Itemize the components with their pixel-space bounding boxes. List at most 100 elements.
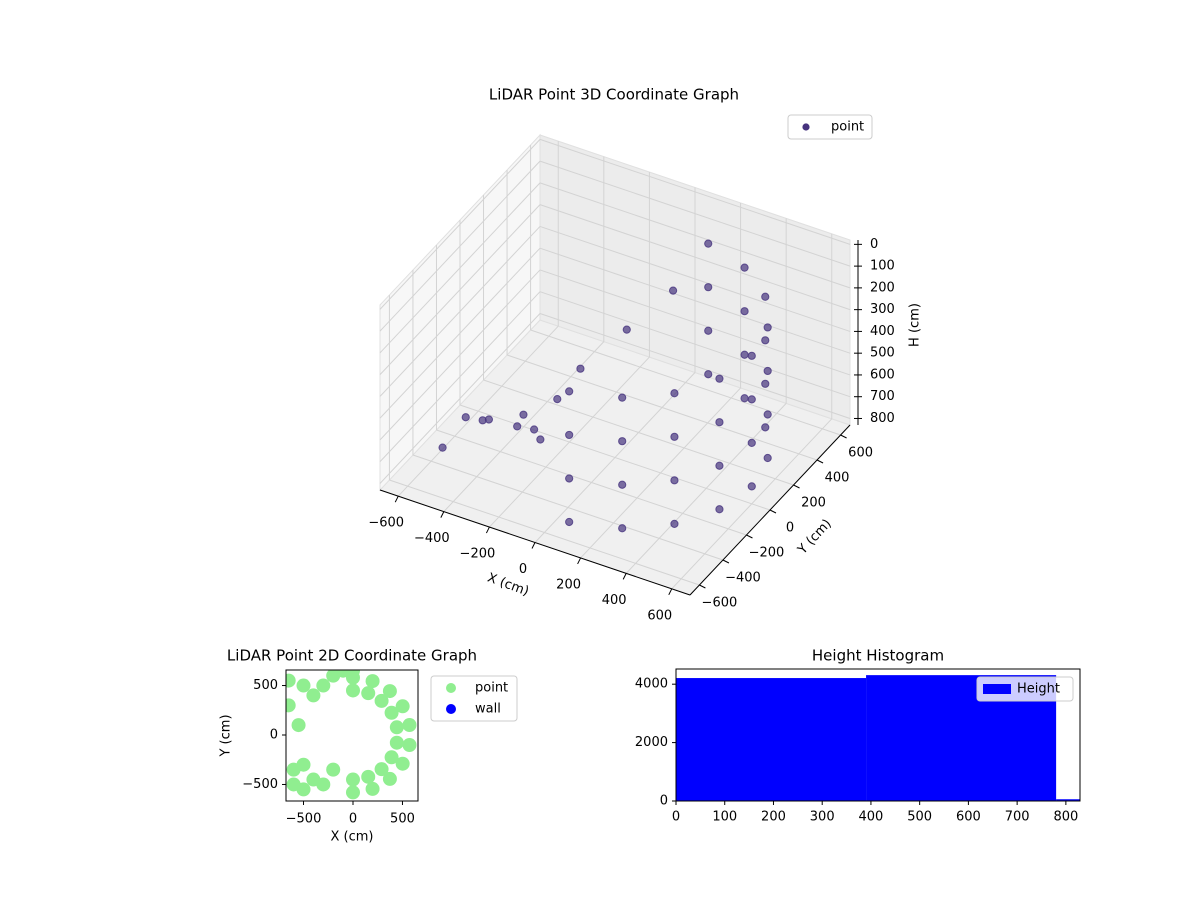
legend-label: point [475,681,508,696]
grid-line [539,160,851,267]
point [565,387,574,396]
x-tick-label: −600 [368,516,404,531]
point [402,718,417,733]
z-axis-label: H (cm) [908,303,923,347]
legend-marker [446,683,456,693]
point [704,326,713,335]
point [296,757,311,772]
grid-line [389,479,700,586]
point [565,474,574,483]
legend-marker [802,123,810,131]
legend-box [976,676,1074,702]
x-tick [440,511,445,518]
point [345,772,360,787]
y-tick-label: 0 [270,728,278,743]
z-tick-label: 500 [870,346,895,361]
x-tick-label: 0 [519,562,527,577]
point [763,453,772,463]
point [438,443,447,452]
point [565,517,574,527]
point [622,325,631,334]
bar [676,678,867,801]
grid-line [530,329,841,436]
z-tick-label: 0 [870,237,878,252]
point [316,678,331,693]
z-tick-label: 600 [870,367,895,382]
legend-marker [446,704,456,714]
point [345,670,360,678]
x-tick-label: 0 [672,810,680,825]
z-tick-label: 400 [870,324,895,339]
x-tick-label: 100 [712,810,737,825]
point [740,263,749,272]
y-tick-label: 0 [660,794,668,809]
plot-area [286,670,417,800]
chart-title: Height Histogram [812,647,944,665]
x-tick [577,557,582,565]
point [513,422,522,431]
point [715,461,724,470]
y-tick-label: −600 [702,596,738,611]
grid-line [459,404,771,511]
point [395,699,410,714]
point [747,351,756,360]
x-tick-label: 400 [602,593,627,608]
legend-box [787,114,873,140]
x-tick-label: 700 [1005,810,1030,825]
point [361,769,376,784]
y-tick [699,584,706,589]
axes-frame [675,668,1081,802]
y-tick [840,434,847,439]
point [345,785,360,800]
point [747,482,756,491]
point [618,393,627,402]
point [761,336,770,345]
point [530,425,539,434]
point [519,410,528,419]
point [345,683,360,698]
point [374,762,389,777]
point [763,410,772,419]
point [740,307,749,316]
z-tick-label: 300 [870,302,895,317]
point [402,737,417,752]
grid-line [506,354,818,461]
grid-line [379,204,541,375]
x-tick-label: 500 [907,810,932,825]
point [763,366,772,376]
y-tick [793,484,800,489]
point [365,781,380,796]
point [296,678,311,693]
grid-line [379,182,541,354]
x-tick-label: 0 [349,812,357,827]
point [761,379,770,388]
point [296,782,311,797]
point [384,750,399,765]
point [536,435,545,444]
grid-line [483,379,794,486]
point [286,698,296,713]
point [740,350,749,359]
x-tick-label: 600 [956,810,981,825]
x-tick-label: −400 [414,531,450,546]
x-tick-label: −200 [460,547,496,562]
point [565,430,574,440]
grid-line [539,182,851,289]
x-tick-label: 500 [390,812,415,827]
point [365,674,380,689]
x-axis-label: X (cm) [331,830,374,845]
y-tick-label: 200 [801,496,826,511]
point [553,394,562,404]
point [291,718,306,733]
y-tick-label: 0 [786,521,794,536]
point [670,432,679,441]
x-tick-label: 200 [556,577,581,592]
point [374,693,389,708]
y-tick [816,459,824,464]
bar [1056,799,1080,801]
point [715,505,724,514]
point [704,370,713,379]
point [668,286,678,295]
x-tick-label: 800 [1053,810,1078,825]
